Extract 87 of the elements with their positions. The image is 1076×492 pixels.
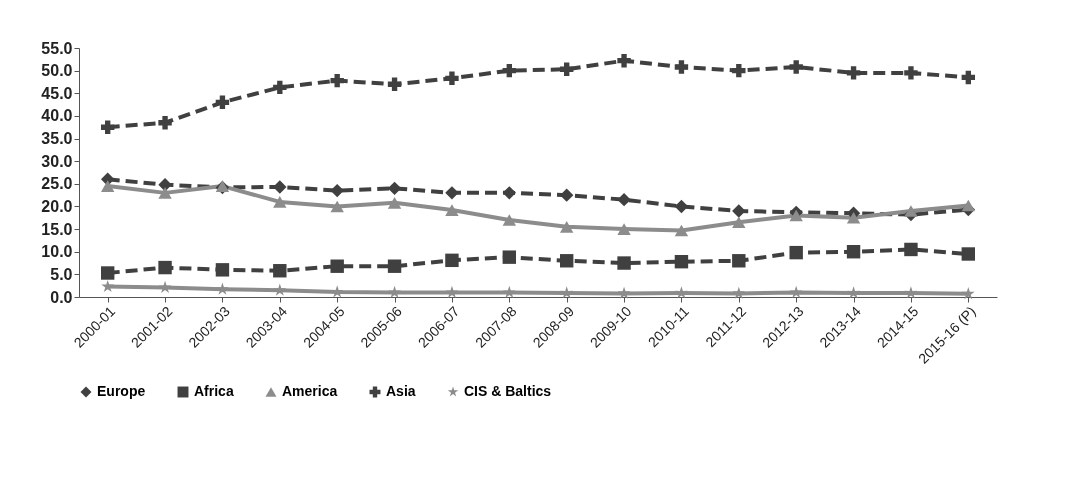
legend-label: CIS & Baltics (464, 383, 552, 399)
y-tick-label: 15.0 (41, 220, 73, 238)
point (330, 183, 344, 198)
point (502, 186, 517, 200)
y-tick-label: 10.0 (41, 243, 73, 261)
point (617, 286, 631, 299)
point (789, 285, 803, 298)
point (502, 250, 517, 264)
point (674, 60, 689, 74)
point (445, 186, 459, 200)
y-tick-label: 25.0 (41, 175, 73, 193)
point (273, 80, 287, 95)
point (961, 287, 975, 300)
point (445, 253, 459, 268)
point (158, 178, 172, 192)
point (158, 260, 172, 275)
point (215, 263, 230, 277)
point (559, 254, 574, 268)
y-tick-label: 30.0 (41, 152, 73, 170)
point (789, 245, 803, 260)
point (732, 286, 746, 299)
point (215, 95, 230, 110)
y-tick-label: 35.0 (41, 130, 73, 148)
point (904, 286, 918, 299)
legend-label: Europe (97, 383, 146, 399)
point (330, 259, 344, 273)
point (273, 283, 287, 296)
point (273, 180, 287, 194)
point (100, 180, 115, 192)
point (445, 204, 459, 216)
point (330, 73, 344, 88)
point (904, 205, 918, 217)
point (846, 211, 861, 224)
legend-label: Asia (386, 383, 416, 399)
point (387, 259, 402, 273)
point (273, 196, 287, 208)
point (961, 199, 976, 212)
point (387, 197, 402, 209)
point (674, 224, 689, 237)
point (617, 223, 631, 235)
point (100, 266, 115, 280)
point (387, 77, 402, 91)
point (789, 60, 803, 74)
y-tick-label: 50.0 (41, 62, 73, 80)
point (502, 63, 517, 78)
point (100, 120, 115, 134)
point (674, 199, 689, 214)
point (273, 264, 287, 278)
point (846, 66, 861, 80)
point (502, 285, 516, 298)
point (846, 245, 861, 259)
point (502, 214, 517, 226)
y-tick-label: 55.0 (41, 39, 73, 57)
point (559, 221, 574, 233)
point (158, 187, 172, 199)
point (904, 66, 918, 80)
point (216, 282, 229, 295)
point (560, 286, 574, 299)
point (158, 115, 172, 130)
point (789, 209, 803, 222)
point (559, 62, 574, 76)
y-tick-label: 45.0 (41, 84, 73, 102)
legend-label: America (282, 383, 338, 399)
y-tick-label: 0.0 (50, 288, 73, 306)
point (675, 286, 688, 299)
y-tick-label: 5.0 (50, 265, 73, 283)
y-tick-label: 20.0 (41, 197, 73, 215)
point (445, 71, 459, 86)
point (732, 204, 746, 218)
point (617, 256, 631, 270)
point (330, 200, 344, 213)
point (158, 280, 172, 293)
point (732, 63, 746, 78)
point (617, 53, 631, 68)
point (617, 192, 631, 207)
point (732, 216, 746, 229)
y-tick-label: 40.0 (41, 107, 73, 125)
point (732, 254, 746, 268)
point (388, 285, 401, 298)
point (674, 254, 689, 269)
legend-label: Africa (194, 383, 234, 399)
point (387, 181, 402, 196)
point (847, 286, 860, 299)
point (961, 70, 976, 85)
point (445, 285, 459, 298)
point (904, 242, 918, 257)
point (961, 247, 976, 261)
